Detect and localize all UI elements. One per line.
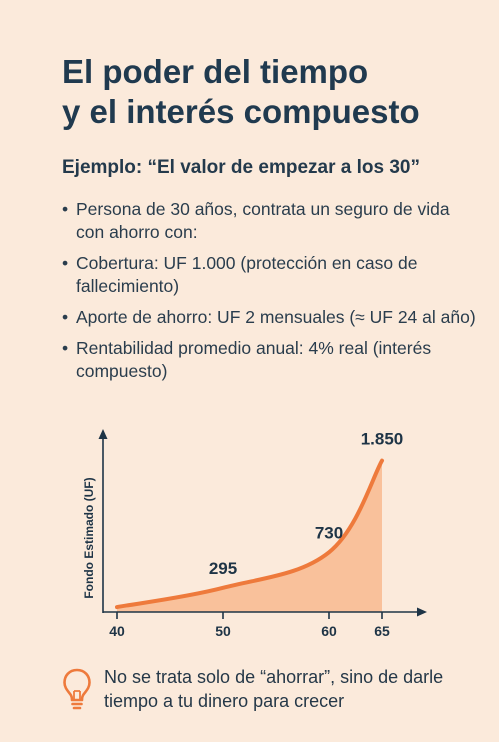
title-line-2: y el interés compuesto: [62, 93, 420, 130]
data-label: 1.850: [361, 430, 404, 449]
page-title: El poder del tiempo y el interés compues…: [62, 52, 482, 132]
x-tick-label: 40: [109, 623, 125, 639]
chart-curve-line: [115, 458, 384, 610]
x-tick-label: 60: [321, 623, 337, 639]
title-line-1: El poder del tiempo: [62, 53, 369, 90]
bullet-item: Cobertura: UF 1.000 (protección en caso …: [62, 252, 482, 298]
lightbulb-icon: [63, 668, 91, 710]
bullet-item: Persona de 30 años, contrata un seguro d…: [62, 198, 482, 244]
y-axis-arrow-icon: [98, 429, 108, 439]
x-tick-label: 65: [374, 623, 390, 639]
y-axis-label: Fondo Estimado (UF): [82, 477, 96, 598]
bullet-list: Persona de 30 años, contrata un seguro d…: [62, 198, 482, 391]
bullet-item: Rentabilidad promedio anual: 4% real (in…: [62, 337, 482, 383]
x-tick-label: 50: [215, 623, 231, 639]
growth-chart: Fondo Estimado (UF) 40 50 60 65 295 730 1.850: [82, 429, 427, 639]
footer-text: No se trata solo de “ahorrar”, sino de d…: [104, 667, 444, 711]
bullet-item: Aporte de ahorro: UF 2 mensuales (≈ UF 2…: [62, 306, 482, 329]
data-label: 295: [209, 559, 237, 578]
data-label: 730: [315, 523, 343, 542]
example-subtitle: Ejemplo: “El valor de empezar a los 30”: [62, 157, 420, 178]
chart-area-fill: [117, 460, 382, 612]
x-axis-arrow-icon: [417, 607, 427, 617]
